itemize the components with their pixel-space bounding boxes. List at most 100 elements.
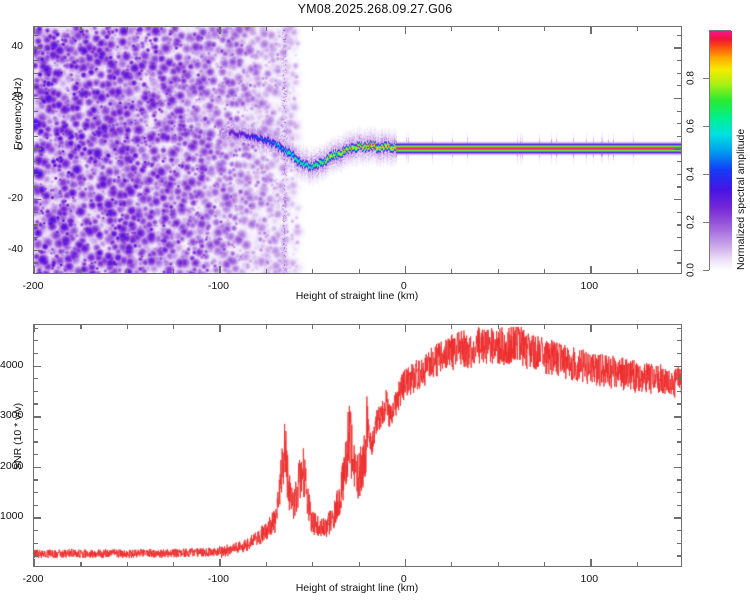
axis-tick xyxy=(543,269,546,273)
axis-tick xyxy=(173,269,175,273)
snr-xaxis-title: Height of straight line (km) xyxy=(295,582,419,594)
axis-tick xyxy=(126,325,128,329)
axis-tick xyxy=(358,27,360,31)
axis-tick xyxy=(636,562,638,566)
axis-tick xyxy=(34,441,38,443)
colorbar-tick-label: 0.8 xyxy=(685,71,697,85)
axis-tick xyxy=(677,85,681,87)
axis-tick xyxy=(34,340,38,342)
axis-tick xyxy=(34,555,38,557)
axis-tick xyxy=(590,559,592,566)
axis-tick xyxy=(34,266,36,273)
axis-tick xyxy=(677,530,681,532)
axis-tick xyxy=(451,325,453,329)
axis-tick xyxy=(312,27,314,31)
axis-tick xyxy=(34,378,38,380)
axis-tick xyxy=(34,365,41,367)
axis-tick xyxy=(80,325,82,329)
axis-tick xyxy=(173,562,175,566)
axis-tick xyxy=(80,27,82,31)
snr-plot-area xyxy=(34,325,681,566)
colorbar-tick-label: 0.6 xyxy=(685,119,697,133)
axis-tick xyxy=(34,479,38,481)
axis-tick xyxy=(34,492,38,494)
axis-tick xyxy=(265,325,267,329)
axis-tick xyxy=(677,454,681,456)
x-tick-label: -100 xyxy=(207,573,229,585)
colorbar-tick xyxy=(703,174,709,176)
y-tick-label: 20 xyxy=(11,90,23,103)
axis-tick xyxy=(677,186,681,188)
axis-tick xyxy=(219,325,221,332)
axis-tick xyxy=(497,27,499,31)
axis-tick xyxy=(126,269,128,273)
axis-tick xyxy=(677,403,681,405)
axis-tick xyxy=(677,161,681,163)
axis-tick xyxy=(543,562,546,566)
snr-yaxis-title: SNR (10 * v/v) xyxy=(12,402,24,470)
axis-tick xyxy=(34,542,38,544)
axis-tick xyxy=(312,325,314,329)
axis-tick xyxy=(34,135,38,137)
colorbar-tick-label: 0.2 xyxy=(685,215,697,229)
axis-tick xyxy=(677,262,681,264)
axis-tick xyxy=(34,211,38,213)
x-tick-label: 0 xyxy=(400,573,407,585)
colorbar xyxy=(709,30,732,271)
axis-tick xyxy=(674,47,681,49)
axis-tick xyxy=(404,559,407,566)
colorbar-title: Normalized spectral amplitude xyxy=(735,128,747,270)
axis-tick xyxy=(404,27,407,34)
axis-tick xyxy=(34,173,38,175)
colorbar-tick-label: 0.0 xyxy=(685,263,697,277)
axis-tick xyxy=(34,110,38,112)
axis-tick xyxy=(358,562,360,566)
axis-tick xyxy=(674,97,681,100)
axis-tick xyxy=(497,269,499,273)
axis-tick xyxy=(34,517,41,519)
axis-tick xyxy=(677,224,681,226)
y-tick-label: 2000 xyxy=(0,459,24,472)
axis-tick xyxy=(451,269,453,273)
x-tick-label: -200 xyxy=(22,573,44,585)
axis-tick xyxy=(34,199,41,201)
x-tick-label: 100 xyxy=(580,573,599,585)
axis-tick xyxy=(358,325,360,329)
axis-tick xyxy=(265,269,267,273)
axis-tick xyxy=(34,123,38,125)
y-tick-label: -20 xyxy=(7,192,23,205)
colorbar-gradient xyxy=(710,31,732,271)
axis-tick xyxy=(34,148,41,150)
axis-tick xyxy=(674,466,681,469)
axis-tick xyxy=(497,325,499,329)
axis-tick xyxy=(34,186,38,188)
axis-tick xyxy=(677,504,681,506)
axis-tick xyxy=(34,530,38,532)
axis-tick xyxy=(636,27,638,31)
axis-tick xyxy=(34,97,41,100)
axis-tick xyxy=(34,262,38,264)
axis-tick xyxy=(674,148,681,150)
axis-tick xyxy=(34,72,38,74)
axis-tick xyxy=(358,269,360,273)
y-tick-label: 40 xyxy=(11,40,23,53)
colorbar-tick xyxy=(703,270,709,272)
axis-tick xyxy=(265,27,267,31)
axis-tick xyxy=(677,555,681,557)
axis-tick xyxy=(126,27,128,31)
axis-tick xyxy=(677,123,681,125)
snr-axes xyxy=(33,324,682,567)
spectrogram-image xyxy=(34,27,681,273)
axis-tick xyxy=(677,135,681,137)
axis-tick xyxy=(674,249,681,252)
axis-tick xyxy=(34,466,41,469)
axis-tick xyxy=(34,428,38,430)
axis-tick xyxy=(674,199,681,201)
axis-tick xyxy=(677,390,681,392)
x-tick-label: 0 xyxy=(400,280,407,292)
axis-tick xyxy=(677,59,681,62)
axis-tick xyxy=(312,562,314,566)
spectrogram-plot-area xyxy=(34,27,681,273)
axis-tick xyxy=(34,390,38,392)
axis-tick xyxy=(312,269,314,273)
